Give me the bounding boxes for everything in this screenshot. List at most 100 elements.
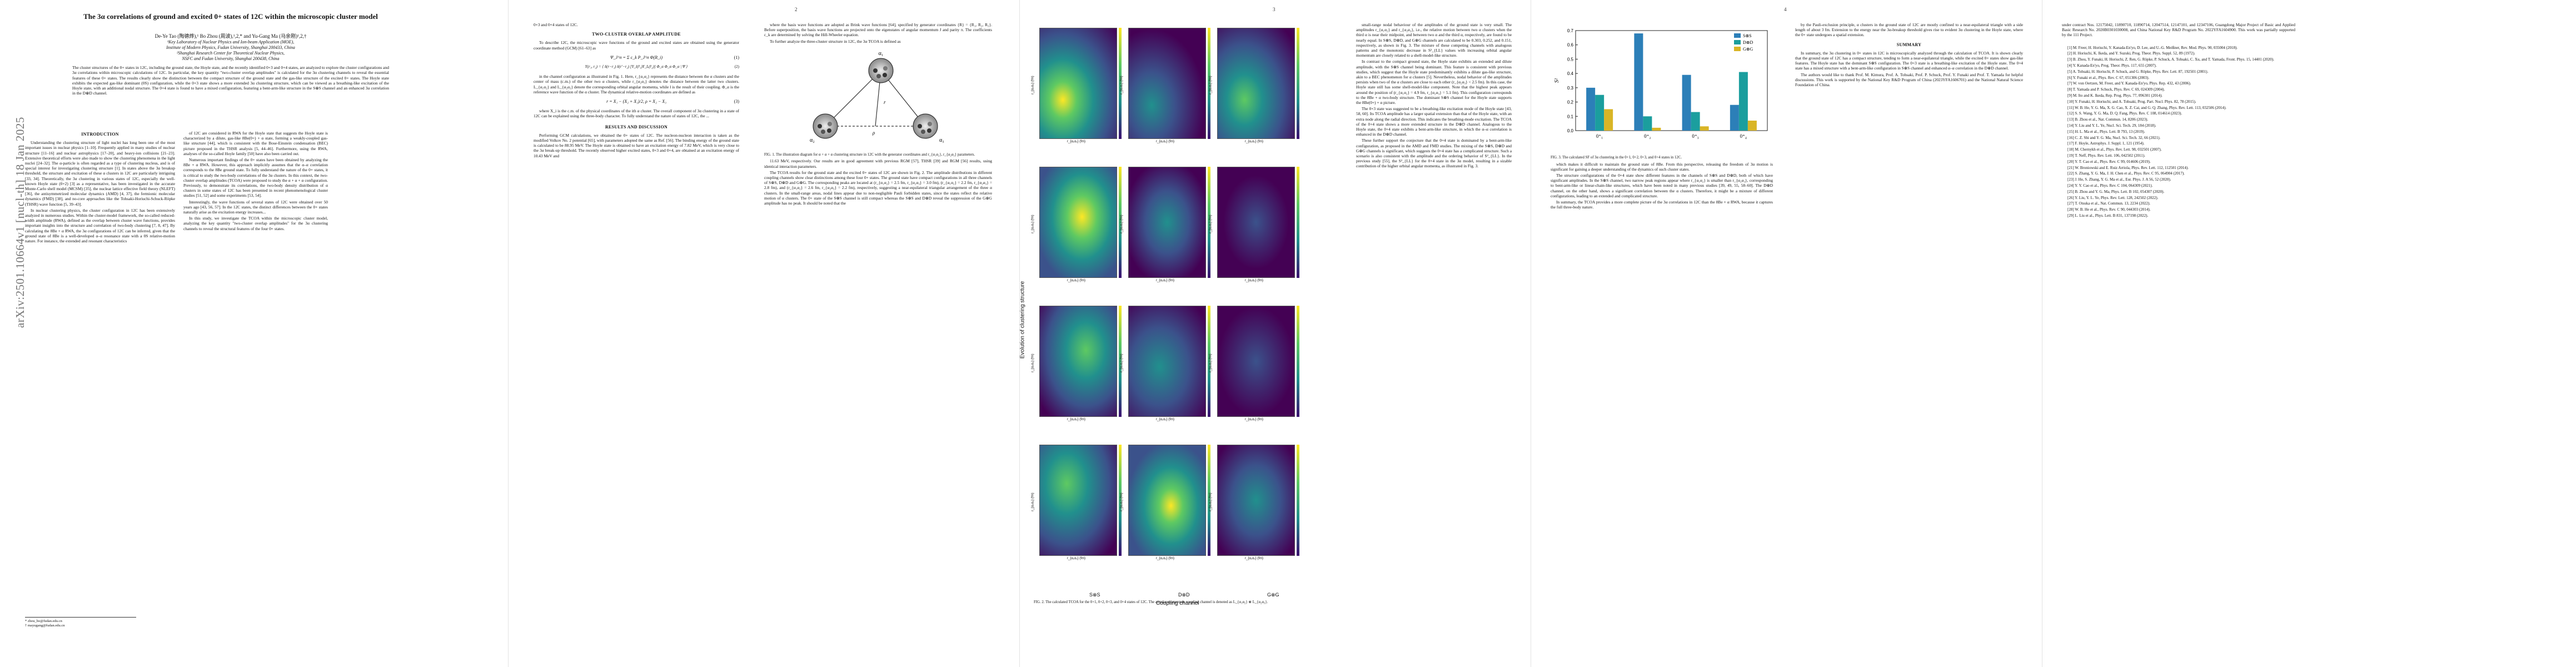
reference-item[interactable]: [26] Y. Liu, Y. L. Ye, Phys. Rev. Lett. … [2067, 195, 2159, 200]
reference-item[interactable]: [12] S. S. Wang, Y. G. Ma, D. Q. Fang, P… [2067, 111, 2183, 116]
reference-item[interactable]: [16] C. Z. Shi and Y. G. Ma, Nucl. Sci. … [2067, 135, 2161, 140]
reference-item[interactable]: [24] Y. Y. Cao et al., Phys. Rev. C 104,… [2067, 183, 2153, 188]
paragraph: To further analyze the three-cluster str… [770, 38, 901, 44]
panel-x-label: r_{α₁α₂} (fm) [1156, 140, 1174, 143]
x-tick-label: 0⁺₁ [1596, 133, 1603, 139]
reference-item[interactable]: [25] B. Zhou and Y. G. Ma, Phys. Lett. B… [2067, 189, 2165, 194]
colorbar [1208, 28, 1210, 139]
page-2: 2 0+3 and 0+4 states of 12C. TWO-CLUSTER… [511, 0, 1020, 667]
equation-3-body: r = X₁ − (X₂ + X₃)/2, ρ = X₂ − X₃ [606, 99, 666, 104]
reference-item[interactable]: [8] T. Yamada and P. Schuck, Phys. Rev. … [2067, 87, 2165, 92]
tcoa-heatmap-panel [1217, 445, 1295, 556]
bar-D⊗D [1738, 72, 1748, 131]
panel-x-label: r_{α₁α₂} (fm) [1156, 557, 1174, 560]
section-heading-tcoa: TWO-CLUSTER OVERLAP AMPLITUDE [592, 32, 681, 37]
page-number: 2 [795, 7, 798, 12]
svg-text:ρ: ρ [872, 130, 875, 136]
colorbar [1297, 28, 1299, 139]
reference-item[interactable]: [21] W. Broniowski and E. Ruiz Arriola, … [2067, 165, 2189, 170]
section-heading-summary: SUMMARY [1896, 42, 1922, 47]
tcoa-heatmap-panel [1039, 28, 1117, 139]
reference-item[interactable]: [11] W. B. He, Y. G. Ma, X. G. Cao, X. Z… [2067, 105, 2227, 110]
affiliations: ¹Key Laboratory of Nuclear Physics and I… [50, 39, 411, 62]
paragraph: To describe 12C, the microscopic wave fu… [534, 40, 739, 51]
reference-item[interactable]: [23] J. He, S. Zhang, Y. G. Ma et al., E… [2067, 177, 2171, 182]
paragraph: in the channel configuration as illustra… [534, 74, 739, 94]
reference-item[interactable]: [6] Y. Funaki et al., Phys. Rev. C 67, 0… [2067, 75, 2150, 80]
paragraph: Interestingly, the wave functions of sev… [183, 199, 328, 215]
reference-item[interactable]: [27] T. Otsuka et al., Nat. Commun. 13, … [2067, 201, 2151, 206]
affiliation-line: ²Shanghai Research Center for Theoretica… [177, 51, 285, 56]
tcoa-heatmap-panel [1039, 306, 1117, 417]
paragraph: These further support the conjecture tha… [1356, 138, 1512, 169]
panel-y-label: r_{α₂α₃} (fm) [1120, 354, 1124, 372]
figure-1-diagram: α₁ α₂ α₃ r ρ [764, 48, 992, 148]
y-tick-label: 0.6 [1567, 43, 1574, 48]
y-tick-label: 0.5 [1567, 57, 1574, 62]
arxiv-stamp: arXiv:2501.10664v1 [nucl-th] 18 Jan 2025 [1, 67, 27, 328]
reference-item[interactable]: [4] Y. Kanada-En'yo, Prog. Theor. Phys. … [2067, 63, 2157, 68]
bar-S⊗S [1586, 87, 1596, 131]
paragraph: small-range nodal behaviour of the ampli… [1356, 22, 1512, 58]
reference-item[interactable]: [28] W. B. He et al., Phys. Rev. C 90, 0… [2067, 207, 2151, 212]
abstract: The cluster structures of the 0+ states … [72, 65, 389, 96]
svg-text:α₁: α₁ [879, 51, 884, 57]
alpha-cluster-1 [868, 58, 894, 83]
page4-column-1: 0.0 0.1 0.2 0.3 0.4 0.5 0.6 0.7 S² 0⁺₁ 0⁺₂ 0⁺₃ 0⁺₄ S⊗… [1551, 22, 1773, 211]
paragraph: The structure configurations of the 0+4 … [1551, 173, 1773, 198]
author-list: De-Ye Tao (陶德烨),¹ Bo Zhou (周波),¹,2,* and… [155, 33, 307, 39]
reference-item[interactable]: [19] T. Neff, Phys. Rev. Lett. 106, 0425… [2067, 153, 2145, 158]
section-heading-results: RESULTS AND DISCUSSION [605, 124, 668, 130]
footnotes: * zhou_bo@fudan.edu.cn † mayugang@fudan.… [25, 617, 136, 628]
page-1: arXiv:2501.10664v1 [nucl-th] 18 Jan 2025… [0, 0, 509, 667]
panel-y-label: r_{α₂α₃} (fm) [1209, 215, 1213, 233]
page4-column-2: by the Pauli-exclusion principle, α clus… [1795, 22, 2023, 88]
equation-number: (2) [734, 64, 739, 69]
panel-x-label: r_{α₁α₂} (fm) [1156, 418, 1174, 421]
panel-x-label: r_{α₁α₂} (fm) [1067, 418, 1085, 421]
svg-text:α₂: α₂ [810, 137, 815, 143]
y-tick-label: 0.1 [1567, 114, 1574, 119]
y-tick-label: 0.7 [1567, 28, 1574, 33]
page2-column-2: where the basis wave functions are adopt… [764, 22, 992, 207]
funding-column: under contract Nos. 12175042, 11890710, … [2062, 22, 2295, 220]
reference-item[interactable]: [14] Y. Liu and Y. L. Ye, Nucl. Sci. Tec… [2067, 123, 2156, 128]
reference-item[interactable]: [13] B. Zhou et al., Nat. Commun. 14, 82… [2067, 117, 2149, 122]
reference-item[interactable]: [2] H. Horiuchi, K. Ikeda, and Y. Suzuki… [2067, 51, 2195, 56]
reference-item[interactable]: [22] S. Zhang, Y. G. Ma, J. H. Chen et a… [2067, 171, 2185, 176]
reference-item[interactable]: [18] M. Chernykh et al., Phys. Rev. Lett… [2067, 147, 2162, 152]
colorbar [1297, 167, 1299, 278]
paragraph: Performing GCM calculations, we obtained… [534, 132, 739, 158]
plot-frame [1575, 30, 1768, 131]
footnote-email[interactable]: * zhou_bo@fudan.edu.cn [25, 619, 62, 623]
equation-2: Y(r₁, r₂) = ⟨ δ(r−r₁) δ(r′−r₂) [Y_l(r̂₁)… [534, 64, 739, 69]
reference-item[interactable]: [17] F. Hoyle, Astrophys. J. Suppl. 1, 1… [2067, 141, 2145, 146]
reference-item[interactable]: [7] W. von Oertzen, M. Freer, and Y. Kan… [2067, 81, 2191, 86]
bar-G⊗G [1700, 126, 1709, 131]
reference-item[interactable]: [20] Y. T. Cao et al., Phys. Rev. C 99, … [2067, 159, 2151, 164]
reference-item[interactable]: [29] L. Liu et al., Phys. Lett. B 831, 1… [2067, 213, 2149, 218]
paragraph: In nuclear clustering physics, the clust… [25, 207, 175, 244]
intro-column: INTRODUCTION Understanding the clusterin… [25, 131, 175, 245]
legend-swatch [1734, 47, 1741, 51]
reference-item[interactable]: [5] A. Tohsaki, H. Horiuchi, P. Schuck, … [2067, 69, 2209, 74]
colorbar [1208, 306, 1210, 417]
y-tick-label: 0.3 [1567, 86, 1574, 91]
reference-item[interactable]: [3] B. Zhou, Y. Funaki, H. Horiuchi, Z. … [2067, 57, 2274, 62]
paragraph: In this study, we investigate the TCOA w… [183, 216, 328, 231]
page-number: 3 [1273, 7, 1275, 12]
colorbar [1208, 445, 1210, 556]
x-tick-label: 0⁺₃ [1692, 133, 1698, 139]
alpha-cluster-diagram: α₁ α₂ α₃ r ρ [810, 51, 944, 143]
paragraph: In summary, the TCOA provides a more com… [1551, 200, 1773, 210]
section-heading-introduction: INTRODUCTION [81, 132, 119, 137]
colorbar [1297, 306, 1299, 417]
panel-y-label: r_{α₂α₃} (fm) [1120, 76, 1124, 94]
tcoa-heatmap-panel [1217, 167, 1295, 278]
reference-item[interactable]: [15] H. L. Ma et al., Phys. Lett. B 793,… [2067, 129, 2145, 134]
reference-item[interactable]: [1] M. Freer, H. Horiuchi, Y. Kanada-En'… [2067, 45, 2238, 50]
colorbar [1119, 28, 1122, 139]
reference-item[interactable]: [10] Y. Funaki, H. Horiuchi, and A. Tohs… [2067, 99, 2196, 104]
footnote-email[interactable]: † mayugang@fudan.edu.cn [25, 624, 65, 628]
reference-item[interactable]: [9] M. Ito and K. Ikeda, Rep. Prog. Phys… [2067, 93, 2163, 98]
